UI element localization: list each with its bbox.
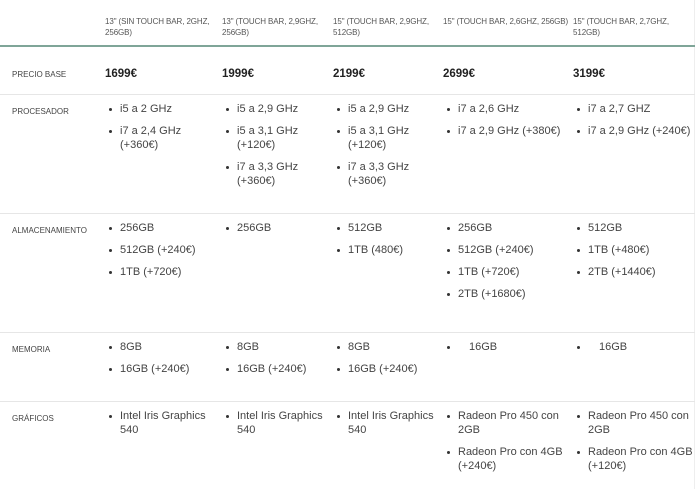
spec-list: Intel Iris Graphics 540: [105, 409, 222, 445]
list-item: Intel Iris Graphics 540: [222, 409, 333, 437]
price-value: 2699€: [443, 68, 475, 80]
list-item: 256GB: [443, 221, 573, 235]
column-header: 15" (TOUCH BAR, 2,7GHZ, 512GB): [573, 17, 669, 37]
spec-list: 8GB 16GB (+240€): [222, 340, 333, 384]
list-item: i7 a 2,9 GHz (+380€): [443, 124, 573, 138]
list-item: Radeon Pro con 4GB (+120€): [573, 445, 695, 473]
list-item: i7 a 2,4 GHz (+360€): [105, 124, 222, 152]
row-label: MEMORIA: [12, 345, 51, 354]
list-item: 16GB (+240€): [105, 362, 222, 376]
column-header: 15" (TOUCH BAR, 2,9GHZ, 512GB): [333, 17, 429, 37]
list-item: 8GB: [105, 340, 222, 354]
list-item: i7 a 2,9 GHz (+240€): [573, 124, 695, 138]
list-item: 512GB (+240€): [443, 243, 573, 257]
list-item: i5 a 2,9 GHz: [333, 102, 443, 116]
list-item: 1TB (+720€): [443, 265, 573, 279]
list-item: Radeon Pro con 4GB (+240€): [443, 445, 573, 473]
list-item: Intel Iris Graphics 540: [333, 409, 443, 437]
list-item: i7 a 3,3 GHz (+360€): [222, 160, 333, 188]
list-item: i5 a 2 GHz: [105, 102, 222, 116]
price-value: 1999€: [222, 68, 254, 80]
list-item: 16GB: [443, 340, 573, 354]
table-row-almacenamiento: ALMACENAMIENTO 256GB 512GB (+240€) 1TB (+72…: [0, 214, 695, 333]
spec-list: 8GB 16GB (+240€): [105, 340, 222, 384]
list-item: 8GB: [222, 340, 333, 354]
list-item: 1TB (+480€): [573, 243, 695, 257]
spec-list: i5 a 2 GHz i7 a 2,4 GHz (+360€): [105, 102, 222, 160]
price-value: 2199€: [333, 68, 365, 80]
list-item: 16GB: [573, 340, 695, 354]
list-item: 512GB (+240€): [105, 243, 222, 257]
list-item: i7 a 2,6 GHz: [443, 102, 573, 116]
list-item: i5 a 2,9 GHz: [222, 102, 333, 116]
list-item: i7 a 2,7 GHZ: [573, 102, 695, 116]
spec-list: i5 a 2,9 GHz i5 a 3,1 GHz (+120€) i7 a 3,3…: [333, 102, 443, 196]
list-item: 256GB: [222, 221, 333, 235]
table-row-procesador: PROCESADOR i5 a 2 GHz i7 a 2,4 GHz (+360€)…: [0, 95, 695, 214]
list-item: Radeon Pro 450 con 2GB: [573, 409, 695, 437]
table-row-memoria: MEMORIA 8GB 16GB (+240€) 8GB 16GB (+240€) 8GB…: [0, 333, 695, 402]
row-label: ALMACENAMIENTO: [12, 226, 87, 235]
table-row-graficos: GRÁFICOS Intel Iris Graphics 540 Intel Iri…: [0, 402, 695, 489]
spec-list: i7 a 2,7 GHZ i7 a 2,9 GHz (+240€): [573, 102, 695, 146]
list-item: 16GB (+240€): [222, 362, 333, 376]
list-item: Radeon Pro 450 con 2GB: [443, 409, 573, 437]
list-item: 2TB (+1680€): [443, 287, 573, 301]
spec-list: 512GB 1TB (480€): [333, 221, 443, 265]
list-item: i5 a 3,1 GHz (+120€): [222, 124, 333, 152]
spec-list: 512GB 1TB (+480€) 2TB (+1440€): [573, 221, 695, 287]
list-item: 1TB (+720€): [105, 265, 222, 279]
column-header: 15" (TOUCH BAR, 2,6GHZ, 256GB): [443, 17, 569, 26]
list-item: i7 a 3,3 GHz (+360€): [333, 160, 443, 188]
spec-list: 256GB 512GB (+240€) 1TB (+720€): [105, 221, 222, 287]
spec-list: Intel Iris Graphics 540: [222, 409, 333, 445]
column-header: 13" (TOUCH BAR, 2,9GHZ, 256GB): [222, 17, 318, 37]
list-item: Intel Iris Graphics 540: [105, 409, 222, 437]
spec-list: 16GB: [443, 340, 573, 362]
list-item: 512GB: [333, 221, 443, 235]
spec-list: 256GB 512GB (+240€) 1TB (+720€) 2TB (+1680€…: [443, 221, 573, 309]
list-item: 1TB (480€): [333, 243, 443, 257]
spec-list: Radeon Pro 450 con 2GB Radeon Pro con 4GB…: [443, 409, 573, 481]
price-value: 3199€: [573, 68, 605, 80]
list-item: 512GB: [573, 221, 695, 235]
table-header-row: 13" (SIN TOUCH BAR, 2GHZ, 256GB) 13" (TO…: [0, 0, 695, 47]
spec-list: Intel Iris Graphics 540: [333, 409, 443, 445]
spec-list: 256GB: [222, 221, 333, 243]
row-label: PRECIO BASE: [12, 70, 67, 79]
list-item: 8GB: [333, 340, 443, 354]
row-label: GRÁFICOS: [12, 414, 54, 423]
spec-list: Radeon Pro 450 con 2GB Radeon Pro con 4GB…: [573, 409, 695, 481]
column-header: 13" (SIN TOUCH BAR, 2GHZ, 256GB): [105, 17, 210, 37]
table-row-precio-base: PRECIO BASE 1699€ 1999€ 2199€ 2699€ 3199…: [0, 49, 695, 95]
list-item: 2TB (+1440€): [573, 265, 695, 279]
spec-list: i5 a 2,9 GHz i5 a 3,1 GHz (+120€) i7 a 3,3…: [222, 102, 333, 196]
price-value: 1699€: [105, 68, 137, 80]
spec-list: 16GB: [573, 340, 695, 362]
row-label: PROCESADOR: [12, 107, 69, 116]
list-item: 256GB: [105, 221, 222, 235]
list-item: 16GB (+240€): [333, 362, 443, 376]
list-item: i5 a 3,1 GHz (+120€): [333, 124, 443, 152]
spec-list: i7 a 2,6 GHz i7 a 2,9 GHz (+380€): [443, 102, 573, 146]
spec-list: 8GB 16GB (+240€): [333, 340, 443, 384]
